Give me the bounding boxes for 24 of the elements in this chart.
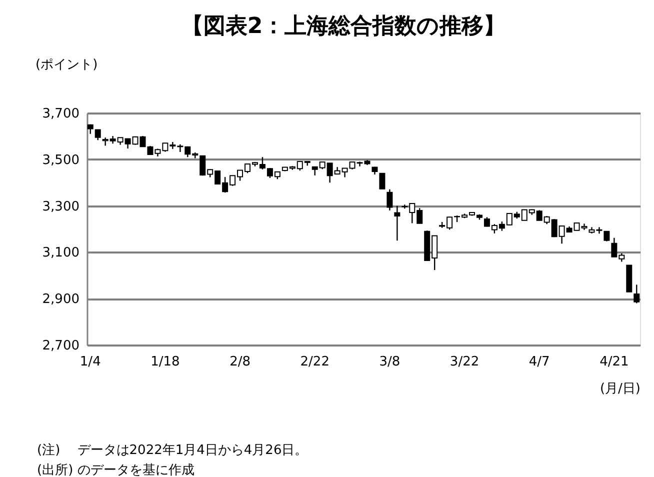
x-tick-label: 4/21 [600, 354, 629, 370]
y-tick-label: 3,700 [42, 106, 80, 122]
x-tick-label: 3/22 [450, 354, 480, 370]
y-axis-title: (ポイント) [36, 58, 98, 72]
x-tick-label: 2/8 [230, 354, 250, 370]
y-tick-label: 2,900 [42, 292, 80, 308]
text: (出所) のデータを基に作成 [37, 463, 194, 477]
y-tick-label: 3,500 [42, 152, 80, 168]
x-tick-label: 3/8 [379, 354, 400, 370]
x-tick-label: 1/18 [150, 354, 180, 370]
y-tick-label: 2,700 [42, 338, 80, 354]
y-tick-label: 3,300 [42, 199, 80, 214]
x-tick-label: 1/4 [80, 354, 101, 370]
x-axis-title: (月/日) [600, 382, 640, 396]
candlestick [386, 188, 393, 212]
candlestick [394, 205, 400, 242]
y-tick-label: 3,100 [42, 246, 80, 261]
candlestick [379, 172, 386, 190]
x-tick-label: 2/22 [300, 354, 330, 370]
text: (注) データは2022年1月4日から4月26日。 [37, 443, 308, 458]
candlestick [634, 284, 640, 304]
chart-title: 【図表2：上海総合指数の推移】 [181, 14, 506, 39]
x-tick-label: 4/7 [528, 354, 550, 370]
candlestick [604, 230, 610, 242]
